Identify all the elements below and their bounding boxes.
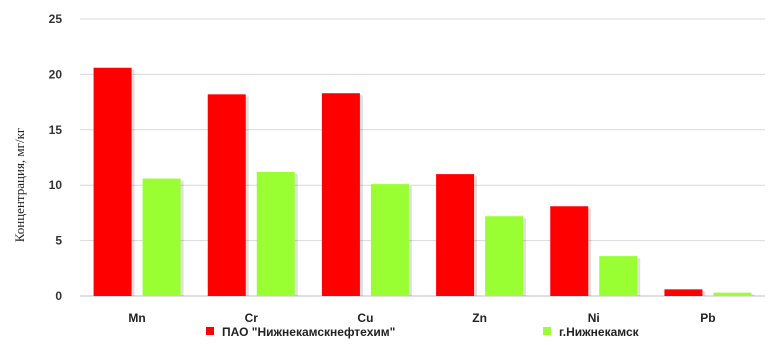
- bar: [142, 178, 181, 296]
- y-tick-label: 25: [49, 12, 63, 26]
- bar: [713, 292, 752, 296]
- y-axis-label: Концентрация, мг/кг: [12, 128, 27, 243]
- x-category-label: Zn: [472, 311, 487, 325]
- y-tick-label: 0: [55, 289, 62, 303]
- x-axis-categories: Mn Cr Cu Zn Ni Pb: [128, 311, 715, 325]
- x-category-label: Cu: [357, 311, 373, 325]
- y-axis-ticks: 0 5 10 15 20 25: [49, 12, 63, 303]
- legend-entry: г.Нижнекамск: [559, 325, 640, 339]
- bar: [550, 206, 589, 296]
- legend-swatch: [543, 327, 551, 335]
- x-category-label: Mn: [128, 311, 145, 325]
- y-tick-label: 20: [49, 67, 63, 81]
- legend-entry: ПАО "Нижнекамскнефтехим": [222, 325, 395, 339]
- bar: [321, 93, 360, 297]
- bar: [256, 171, 295, 296]
- x-category-label: Cr: [245, 311, 259, 325]
- bar: [93, 67, 132, 296]
- gridlines: [80, 18, 765, 297]
- bar: [207, 94, 246, 297]
- bar: [436, 174, 475, 296]
- y-tick-label: 10: [49, 178, 63, 192]
- legend: ПАО "Нижнекамскнефтехим" г.Нижнекамск: [206, 325, 640, 339]
- legend-swatch: [206, 327, 214, 335]
- y-tick-label: 15: [49, 123, 63, 137]
- bar: [370, 184, 409, 296]
- bar: [599, 256, 638, 296]
- bar: [664, 289, 703, 296]
- bars: [93, 67, 755, 297]
- x-category-label: Pb: [700, 311, 715, 325]
- bar: [485, 216, 524, 296]
- y-tick-label: 5: [55, 234, 62, 248]
- x-category-label: Ni: [588, 311, 600, 325]
